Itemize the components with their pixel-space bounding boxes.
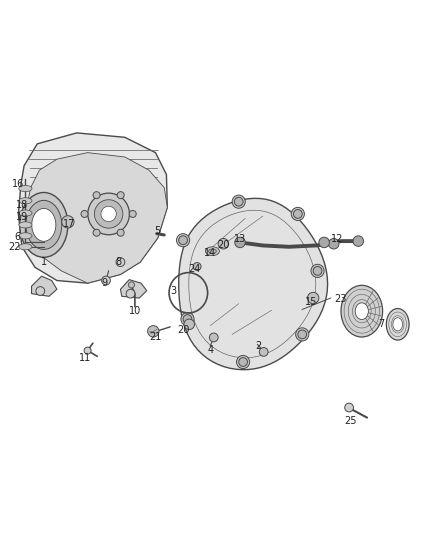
Ellipse shape — [313, 266, 322, 275]
Ellipse shape — [183, 314, 192, 324]
Ellipse shape — [19, 244, 32, 250]
Ellipse shape — [345, 403, 353, 412]
Text: 9: 9 — [101, 278, 107, 288]
Ellipse shape — [148, 326, 159, 337]
Text: 16: 16 — [12, 179, 25, 189]
Polygon shape — [120, 280, 147, 298]
Ellipse shape — [101, 206, 117, 222]
Text: 20: 20 — [217, 240, 230, 251]
Text: 6: 6 — [14, 232, 21, 242]
Ellipse shape — [102, 276, 110, 285]
Ellipse shape — [19, 185, 32, 191]
Ellipse shape — [88, 193, 130, 235]
Ellipse shape — [19, 210, 32, 216]
Text: 13: 13 — [234, 235, 246, 244]
Ellipse shape — [81, 211, 88, 217]
Ellipse shape — [328, 238, 339, 249]
Ellipse shape — [129, 211, 136, 217]
Text: 21: 21 — [149, 332, 162, 342]
Text: 4: 4 — [207, 345, 213, 355]
Ellipse shape — [232, 195, 245, 208]
Ellipse shape — [293, 209, 302, 219]
Ellipse shape — [218, 238, 229, 249]
Polygon shape — [32, 276, 57, 296]
Ellipse shape — [205, 247, 219, 255]
Ellipse shape — [193, 263, 201, 270]
Text: 8: 8 — [115, 257, 121, 267]
Ellipse shape — [235, 237, 245, 248]
Ellipse shape — [116, 258, 125, 266]
Text: 22: 22 — [8, 242, 20, 252]
Text: 19: 19 — [16, 213, 28, 222]
Ellipse shape — [209, 333, 218, 342]
Ellipse shape — [386, 309, 409, 340]
Ellipse shape — [353, 236, 364, 246]
Ellipse shape — [296, 328, 309, 341]
Ellipse shape — [239, 358, 247, 366]
Ellipse shape — [94, 200, 123, 228]
Ellipse shape — [19, 222, 32, 228]
Ellipse shape — [128, 282, 134, 288]
Text: 24: 24 — [189, 264, 201, 273]
Ellipse shape — [19, 233, 32, 239]
Text: 17: 17 — [63, 219, 75, 229]
Ellipse shape — [298, 330, 307, 339]
Ellipse shape — [93, 229, 100, 236]
Polygon shape — [179, 198, 328, 370]
Ellipse shape — [20, 192, 68, 257]
Ellipse shape — [234, 197, 243, 206]
Ellipse shape — [208, 249, 216, 253]
Polygon shape — [18, 133, 167, 283]
Ellipse shape — [311, 264, 324, 278]
Ellipse shape — [393, 318, 403, 331]
Ellipse shape — [32, 208, 56, 241]
Text: 14: 14 — [204, 248, 216, 259]
Text: 2: 2 — [255, 341, 261, 351]
Ellipse shape — [307, 292, 319, 304]
Ellipse shape — [26, 200, 62, 249]
Text: 18: 18 — [16, 200, 28, 210]
Ellipse shape — [19, 198, 32, 204]
Text: 12: 12 — [331, 235, 343, 244]
Ellipse shape — [355, 303, 368, 319]
Ellipse shape — [237, 356, 250, 368]
Polygon shape — [26, 152, 167, 283]
Ellipse shape — [259, 348, 268, 356]
Text: 20: 20 — [177, 325, 189, 335]
Ellipse shape — [341, 285, 382, 337]
Ellipse shape — [291, 207, 304, 221]
Ellipse shape — [126, 289, 135, 298]
Ellipse shape — [84, 347, 91, 354]
Ellipse shape — [62, 216, 74, 228]
Text: 1: 1 — [41, 257, 47, 267]
Text: 25: 25 — [344, 416, 357, 426]
Text: 15: 15 — [305, 297, 317, 308]
Ellipse shape — [117, 229, 124, 236]
Ellipse shape — [184, 319, 194, 329]
Text: 5: 5 — [155, 227, 161, 237]
Ellipse shape — [93, 192, 100, 199]
Ellipse shape — [117, 192, 124, 199]
Ellipse shape — [177, 233, 190, 247]
Ellipse shape — [36, 287, 45, 295]
Ellipse shape — [319, 237, 329, 248]
Ellipse shape — [179, 236, 187, 245]
Text: 3: 3 — [170, 286, 176, 296]
Text: 11: 11 — [79, 353, 92, 362]
Text: 23: 23 — [335, 294, 347, 304]
Text: 7: 7 — [378, 319, 384, 329]
Ellipse shape — [181, 312, 194, 326]
Text: 10: 10 — [129, 306, 141, 316]
